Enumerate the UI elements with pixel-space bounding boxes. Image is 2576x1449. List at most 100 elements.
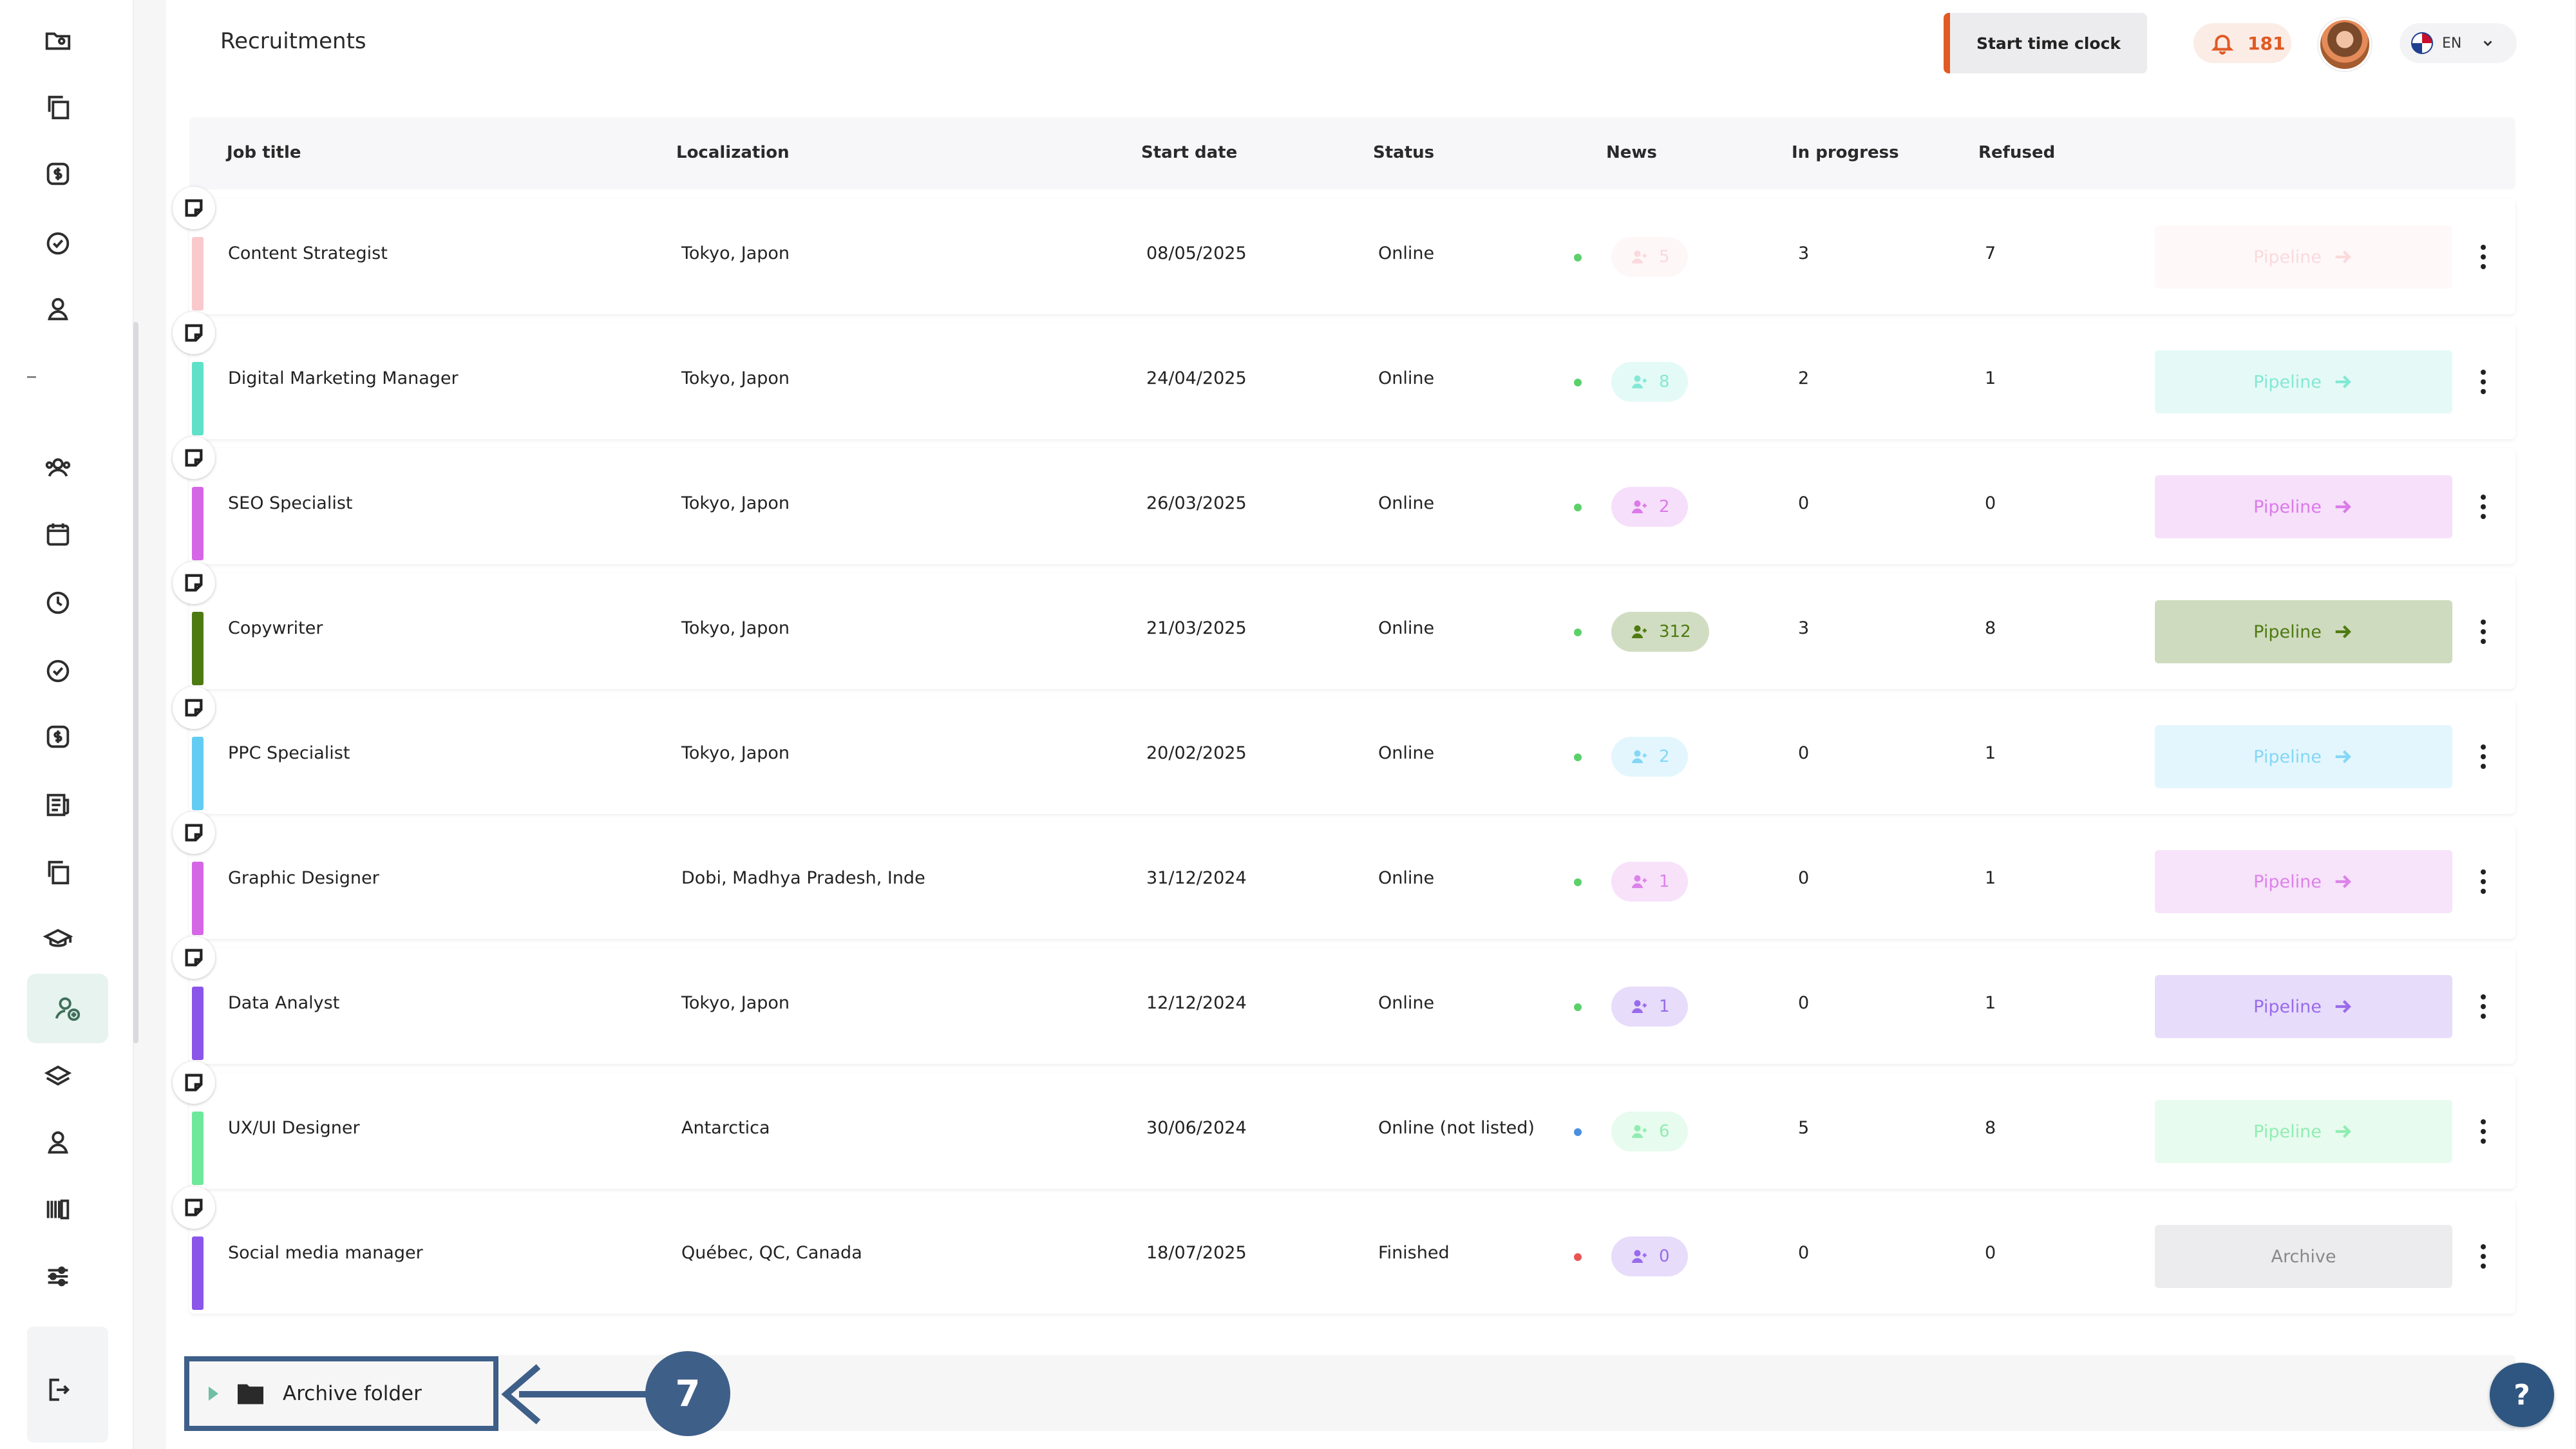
more-options-icon[interactable] xyxy=(2473,611,2494,653)
job-status: Online xyxy=(1378,368,1435,388)
notifications-badge[interactable]: 181 xyxy=(2193,23,2291,63)
news-count: 1 xyxy=(1659,872,1670,891)
check-circle-icon[interactable] xyxy=(28,641,88,701)
note-icon[interactable] xyxy=(173,811,215,854)
job-title[interactable]: Content Strategist xyxy=(228,243,388,263)
folder-user-icon[interactable] xyxy=(28,10,88,70)
status-dot xyxy=(1574,1003,1582,1011)
job-title[interactable]: Copywriter xyxy=(228,618,323,638)
table-row[interactable]: Content Strategist Tokyo, Japon 08/05/2025… xyxy=(173,187,2515,314)
note-icon[interactable] xyxy=(173,1061,215,1104)
table-row[interactable]: Copywriter Tokyo, Japon 21/03/2025 Online 31… xyxy=(173,562,2515,689)
in-progress-count: 0 xyxy=(1798,868,1810,888)
job-title[interactable]: Digital Marketing Manager xyxy=(228,368,459,388)
avatar[interactable] xyxy=(2318,18,2371,71)
users-icon[interactable] xyxy=(28,438,88,497)
copy-icon[interactable] xyxy=(28,842,88,902)
more-options-icon[interactable] xyxy=(2473,1235,2494,1278)
note-icon[interactable] xyxy=(173,687,215,729)
status-dot xyxy=(1574,254,1582,261)
column-header-status[interactable]: Status xyxy=(1373,143,1435,162)
logout-icon[interactable] xyxy=(28,1360,88,1419)
news-badge[interactable]: 1 xyxy=(1611,987,1688,1027)
pipeline-button[interactable]: Pipeline xyxy=(2155,225,2452,289)
note-icon[interactable] xyxy=(173,187,215,229)
column-header-localization[interactable]: Localization xyxy=(676,143,790,162)
table-row[interactable]: Data Analyst Tokyo, Japon 12/12/2024 Online… xyxy=(173,936,2515,1064)
column-header-start-date[interactable]: Start date xyxy=(1141,143,1238,162)
in-progress-count: 3 xyxy=(1798,243,1810,263)
refused-count: 1 xyxy=(1985,993,1996,1013)
news-badge[interactable]: 312 xyxy=(1611,612,1709,652)
layers-icon[interactable] xyxy=(28,1047,88,1106)
more-options-icon[interactable] xyxy=(2473,735,2494,778)
language-selector[interactable]: EN xyxy=(2400,23,2517,63)
news-badge[interactable]: 1 xyxy=(1611,862,1688,902)
user-icon[interactable] xyxy=(28,1113,88,1172)
arrow-right-icon xyxy=(2335,625,2351,639)
job-title[interactable]: Data Analyst xyxy=(228,993,340,1013)
column-header-in-progress[interactable]: In progress xyxy=(1792,143,1899,162)
help-button[interactable]: ? xyxy=(2490,1363,2554,1427)
calendar-icon[interactable] xyxy=(28,505,88,564)
pipeline-button[interactable]: Pipeline xyxy=(2155,350,2452,413)
news-badge[interactable]: 6 xyxy=(1611,1112,1688,1151)
sliders-icon[interactable] xyxy=(28,1247,88,1306)
job-start-date: 18/07/2025 xyxy=(1146,1243,1247,1263)
column-header-news[interactable]: News xyxy=(1606,143,1657,162)
in-progress-count: 0 xyxy=(1798,493,1810,513)
barcode-icon[interactable] xyxy=(28,1180,88,1239)
dollar-icon[interactable] xyxy=(28,144,88,204)
graduation-cap-icon[interactable] xyxy=(28,909,88,969)
pipeline-button[interactable]: Pipeline xyxy=(2155,725,2452,788)
pipeline-button[interactable]: Pipeline xyxy=(2155,975,2452,1038)
news-badge[interactable]: 2 xyxy=(1611,487,1688,527)
more-options-icon[interactable] xyxy=(2473,985,2494,1028)
start-time-clock-button[interactable]: Start time clock xyxy=(1944,13,2147,73)
note-icon[interactable] xyxy=(173,936,215,979)
column-header-job-title[interactable]: Job title xyxy=(227,143,301,162)
copy-icon[interactable] xyxy=(28,77,88,137)
action-label: Archive xyxy=(2271,1246,2336,1267)
more-options-icon[interactable] xyxy=(2473,486,2494,528)
check-circle-icon[interactable] xyxy=(28,214,88,273)
job-title[interactable]: Social media manager xyxy=(228,1243,423,1263)
action-label: Pipeline xyxy=(2253,1121,2322,1142)
document-icon[interactable] xyxy=(28,775,88,835)
table-row[interactable]: PPC Specialist Tokyo, Japon 20/02/2025 Onli… xyxy=(173,687,2515,814)
more-options-icon[interactable] xyxy=(2473,236,2494,278)
job-title[interactable]: Graphic Designer xyxy=(228,868,379,888)
note-icon[interactable] xyxy=(173,437,215,479)
job-title[interactable]: UX/UI Designer xyxy=(228,1118,360,1138)
sidebar-scrollbar[interactable] xyxy=(133,322,138,1043)
archive-folder-toggle[interactable]: Archive folder xyxy=(184,1356,498,1431)
news-badge[interactable]: 2 xyxy=(1611,737,1688,777)
more-options-icon[interactable] xyxy=(2473,361,2494,403)
note-icon[interactable] xyxy=(173,562,215,604)
pipeline-button[interactable]: Pipeline xyxy=(2155,475,2452,538)
more-options-icon[interactable] xyxy=(2473,1110,2494,1153)
job-title[interactable]: PPC Specialist xyxy=(228,743,350,763)
table-row[interactable]: Graphic Designer Dobi, Madhya Pradesh, In… xyxy=(173,811,2515,939)
dollar-icon[interactable] xyxy=(28,707,88,766)
pipeline-button[interactable]: Pipeline xyxy=(2155,1100,2452,1163)
column-header-refused[interactable]: Refused xyxy=(1978,143,2056,162)
archive-button[interactable]: Archive xyxy=(2155,1225,2452,1288)
table-row[interactable]: UX/UI Designer Antarctica 30/06/2024 Online… xyxy=(173,1061,2515,1189)
note-icon[interactable] xyxy=(173,312,215,354)
table-row[interactable]: Digital Marketing Manager Tokyo, Japon 24/… xyxy=(173,312,2515,439)
note-icon[interactable] xyxy=(173,1186,215,1229)
clock-icon[interactable] xyxy=(28,573,88,632)
table-row[interactable]: SEO Specialist Tokyo, Japon 26/03/2025 Onli… xyxy=(173,437,2515,564)
news-badge[interactable]: 0 xyxy=(1611,1236,1688,1276)
job-title[interactable]: SEO Specialist xyxy=(228,493,353,513)
table-row[interactable]: Social media manager Québec, QC, Canada 18… xyxy=(173,1186,2515,1314)
pipeline-button[interactable]: Pipeline xyxy=(2155,600,2452,663)
news-badge[interactable]: 8 xyxy=(1611,362,1688,402)
news-badge[interactable]: 5 xyxy=(1611,237,1688,277)
expand-triangle-icon xyxy=(209,1387,218,1401)
pipeline-button[interactable]: Pipeline xyxy=(2155,850,2452,913)
user-add-icon[interactable] xyxy=(27,974,108,1043)
more-options-icon[interactable] xyxy=(2473,860,2494,903)
user-icon[interactable] xyxy=(28,279,88,339)
